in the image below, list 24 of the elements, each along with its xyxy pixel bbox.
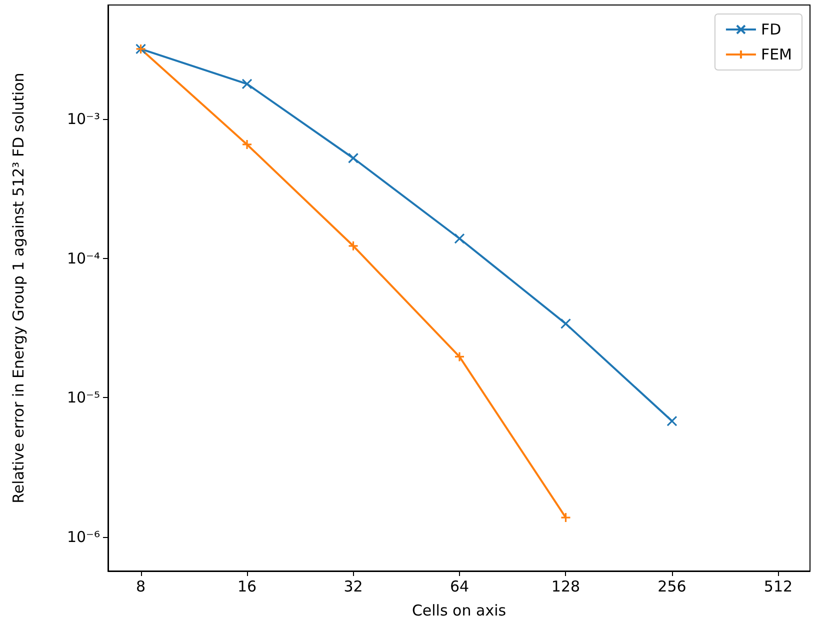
point <box>560 512 572 523</box>
legend-label: FEM <box>760 46 792 64</box>
point <box>454 233 465 244</box>
x-tick-label: 32 <box>344 578 363 596</box>
x-tick-label: 64 <box>450 578 470 596</box>
x-tick-label: 256 <box>658 578 686 596</box>
point <box>348 240 359 252</box>
point <box>242 78 252 90</box>
y-axis-title: Relative error in Energy Group 1 against 512³ FD solution <box>10 72 28 504</box>
point <box>454 351 465 362</box>
point <box>348 152 359 164</box>
y-tick-label: 10⁻³ <box>66 110 100 128</box>
x-axis-title: Cells on axis <box>412 602 506 620</box>
x-tick-label: 8 <box>136 578 146 596</box>
y-tick-label: 10⁻⁶ <box>66 528 100 546</box>
x-tick-label: 128 <box>551 578 580 596</box>
point <box>242 139 252 150</box>
x-tick-label: 16 <box>237 578 257 596</box>
y-tick-label: 10⁻⁴ <box>66 249 100 268</box>
point <box>560 318 572 329</box>
point <box>666 416 678 426</box>
legend-label: FD <box>760 20 782 38</box>
y-tick-label: 10⁻⁵ <box>66 388 100 407</box>
x-tick-label: 512 <box>764 578 793 596</box>
